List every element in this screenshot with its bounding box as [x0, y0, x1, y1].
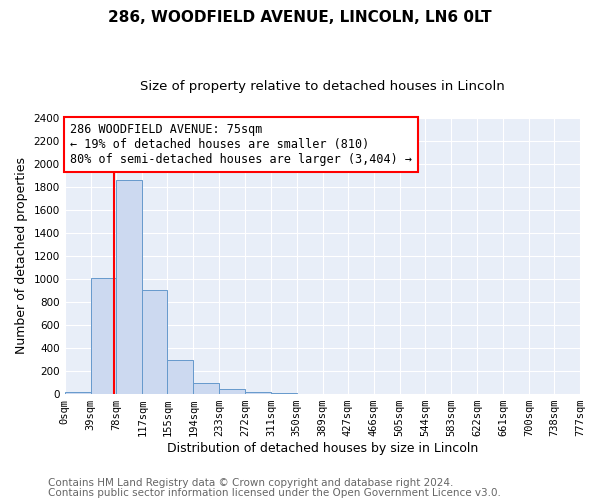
X-axis label: Distribution of detached houses by size in Lincoln: Distribution of detached houses by size …: [167, 442, 478, 455]
Bar: [245, 392, 271, 394]
Bar: [271, 393, 297, 394]
Bar: [219, 389, 245, 394]
Bar: [65, 392, 91, 394]
Text: 286, WOODFIELD AVENUE, LINCOLN, LN6 0LT: 286, WOODFIELD AVENUE, LINCOLN, LN6 0LT: [108, 10, 492, 25]
Text: 286 WOODFIELD AVENUE: 75sqm
← 19% of detached houses are smaller (810)
80% of se: 286 WOODFIELD AVENUE: 75sqm ← 19% of det…: [70, 124, 412, 166]
Text: Contains public sector information licensed under the Open Government Licence v3: Contains public sector information licen…: [48, 488, 501, 498]
Y-axis label: Number of detached properties: Number of detached properties: [15, 158, 28, 354]
Bar: [116, 180, 142, 394]
Title: Size of property relative to detached houses in Lincoln: Size of property relative to detached ho…: [140, 80, 505, 93]
Bar: [91, 278, 116, 394]
Bar: [167, 360, 193, 394]
Bar: [193, 382, 219, 394]
Bar: [142, 290, 167, 394]
Text: Contains HM Land Registry data © Crown copyright and database right 2024.: Contains HM Land Registry data © Crown c…: [48, 478, 454, 488]
